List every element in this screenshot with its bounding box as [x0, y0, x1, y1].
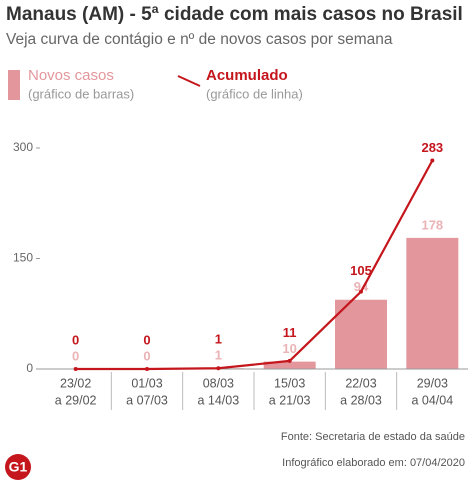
bar: [406, 237, 459, 369]
line-value-label: 0: [72, 332, 79, 347]
line-value-label: 0: [143, 332, 150, 347]
legend-label: Novos casos: [28, 67, 114, 84]
legend-note: (gráfico de linha): [206, 86, 303, 101]
bar-value-label: 0: [72, 348, 79, 363]
bar: [263, 361, 316, 369]
bar-value-label: 0: [143, 348, 150, 363]
x-tick-label: 15/03: [274, 376, 305, 390]
x-tick-label: a 29/02: [55, 393, 97, 407]
chart-subtitle: Veja curva de contágio e nº de novos cas…: [6, 31, 393, 48]
line-value-label: 1: [215, 332, 222, 347]
x-tick-label: a 04/04: [411, 393, 453, 407]
line-point: [287, 358, 292, 363]
y-tick-label: 0: [26, 361, 33, 375]
x-tick-label: a 21/03: [269, 393, 311, 407]
x-tick-label: 08/03: [203, 376, 234, 390]
x-tick-label: 22/03: [345, 376, 376, 390]
line: [75, 159, 434, 371]
y-tick-label: 150: [13, 251, 33, 265]
x-tick-label: 29/03: [417, 376, 448, 390]
line-value-label: 105: [350, 263, 372, 278]
legend-swatch: [177, 75, 201, 87]
legend-swatch: [8, 70, 20, 100]
bar-value-label: 178: [421, 217, 443, 232]
chart-title: Manaus (AM) - 5ª cidade com mais casos n…: [6, 4, 463, 25]
source: Fonte: Secretaria de estado da saúde: [281, 431, 465, 443]
legend-label: Acumulado: [206, 67, 288, 84]
line-value-label: 11: [283, 325, 297, 340]
line-point: [359, 289, 363, 294]
x-tick-label: a 28/03: [340, 393, 382, 407]
bar-value-label: 1: [215, 348, 222, 363]
logo: G1: [9, 459, 28, 475]
line-point: [145, 367, 149, 371]
y-tick-label: 300: [13, 140, 33, 154]
x-tick-label: a 14/03: [197, 393, 239, 407]
x-tick-label: 01/03: [131, 376, 162, 390]
line-value-label: 283: [421, 140, 443, 155]
bar-value-label: 10: [282, 341, 296, 356]
line-point: [73, 367, 78, 371]
logo-badge: [5, 454, 31, 480]
bar: [335, 299, 387, 369]
x-tick-label: a 07/03: [126, 393, 168, 407]
legend-note: (gráfico de barras): [28, 86, 134, 101]
x-tick-label: 23/02: [60, 376, 91, 390]
credit: Infográfico elaborado em: 07/04/2020: [282, 457, 465, 469]
line-point: [430, 158, 435, 163]
line-point: [216, 366, 221, 371]
